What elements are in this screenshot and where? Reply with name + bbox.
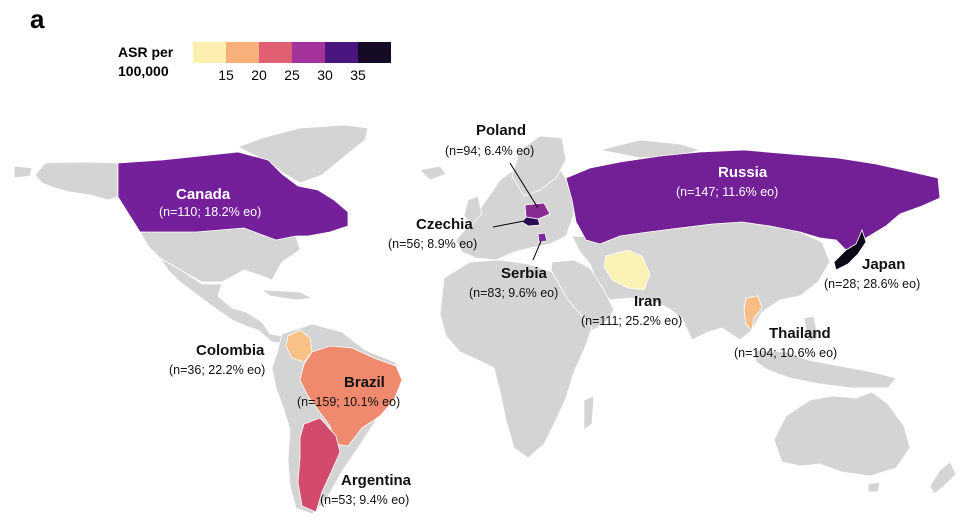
label-thailand-name: Thailand: [769, 325, 831, 342]
legend-swatch-3: [292, 42, 325, 63]
label-czechia-name: Czechia: [416, 216, 473, 233]
uk: [463, 195, 483, 225]
legend-swatch-1: [226, 42, 259, 63]
label-japan-stat: (n=28; 28.6% eo): [824, 277, 921, 291]
alaska: [34, 161, 119, 201]
label-brazil-stat: (n=159; 10.1% eo): [297, 395, 401, 409]
africa: [439, 259, 593, 459]
label-canada-stat: (n=110; 18.2% eo): [159, 205, 262, 219]
legend-tick-20: 20: [251, 67, 267, 83]
legend-swatch-2: [259, 42, 292, 63]
poland-region: [524, 202, 551, 220]
canada-region: [117, 151, 349, 241]
label-poland-stat: (n=94; 6.4% eo): [445, 144, 535, 158]
legend-tick-35: 35: [350, 67, 366, 83]
serbia-region: [537, 232, 548, 243]
greenland: [237, 124, 369, 184]
legend-tick-15: 15: [218, 67, 234, 83]
australia: [773, 391, 911, 477]
label-russia-name: Russia: [718, 164, 768, 181]
label-serbia-stat: (n=83; 9.6% eo): [469, 286, 559, 300]
madagascar: [583, 395, 595, 431]
legend-color-bar: [193, 42, 391, 63]
label-serbia-name: Serbia: [501, 265, 547, 282]
se-asia-islands: [753, 349, 897, 389]
label-poland-name: Poland: [476, 122, 527, 139]
label-canada-name: Canada: [176, 186, 231, 203]
japan-region: [833, 228, 867, 271]
label-czechia-stat: (n=56; 8.9% eo): [388, 237, 478, 251]
legend-swatch-0: [193, 42, 226, 63]
poland-leader: [509, 162, 539, 209]
label-thailand-stat: (n=104; 10.6% eo): [734, 346, 838, 360]
russia-region: [565, 149, 941, 253]
label-russia-stat: (n=147; 11.6% eo): [676, 185, 779, 199]
legend-tick-25: 25: [284, 67, 300, 83]
new-zealand: [929, 461, 957, 495]
brazil-region: [299, 345, 403, 447]
colombia-region: [285, 329, 313, 363]
iran-region: [603, 249, 651, 291]
far-west-islands: [13, 165, 33, 179]
label-iran-name: Iran: [634, 293, 662, 310]
legend-title-line1: ASR per: [118, 44, 174, 60]
label-colombia-stat: (n=36; 22.2% eo): [169, 363, 266, 377]
panel-label: a: [30, 4, 45, 34]
legend-swatch-5: [358, 42, 391, 63]
arctic-islands: [599, 139, 702, 159]
legend-title-line2: 100,000: [118, 63, 169, 79]
serbia-leader: [532, 240, 542, 261]
legend-tick-30: 30: [317, 67, 333, 83]
thailand-region: [743, 295, 763, 331]
label-colombia-name: Colombia: [196, 342, 265, 359]
czechia-leader: [492, 220, 525, 228]
legend-swatch-4: [325, 42, 358, 63]
legend-title: ASR per 100,000: [118, 43, 173, 81]
caribbean: [260, 289, 314, 301]
label-brazil-name: Brazil: [344, 374, 385, 391]
label-japan-name: Japan: [862, 256, 906, 273]
philippines: [803, 315, 819, 343]
label-iran-stat: (n=111; 25.2% eo): [581, 314, 683, 328]
label-argentina-name: Argentina: [341, 472, 412, 489]
argentina-region: [297, 417, 341, 513]
tasmania: [867, 481, 881, 493]
iceland: [419, 165, 447, 181]
label-argentina-stat: (n=53; 9.4% eo): [320, 493, 410, 507]
